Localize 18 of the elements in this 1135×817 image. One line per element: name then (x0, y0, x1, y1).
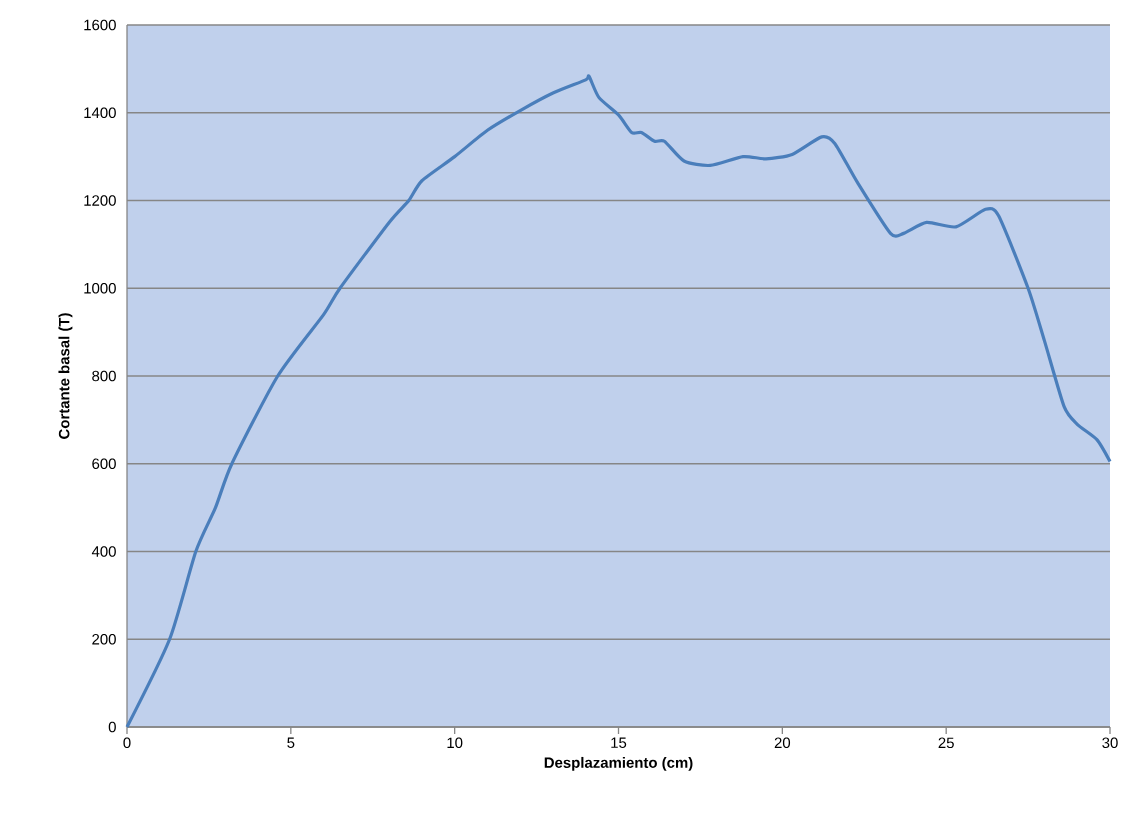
y-tick-label: 1400 (84, 107, 116, 119)
y-tick-label: 1200 (84, 195, 116, 206)
x-tick-label: 5 (287, 737, 295, 748)
y-tick-label: 1000 (84, 282, 116, 294)
y-tick-label: 800 (92, 370, 116, 382)
x-tick-label: 10 (447, 737, 463, 749)
x-axis-title: Desplazamiento (cm) (544, 756, 693, 771)
y-tick-label: 600 (92, 458, 116, 470)
y-tick-label: 400 (91, 546, 116, 557)
y-tick-label: 0 (108, 721, 116, 733)
x-tick-label: 0 (123, 737, 131, 749)
x-tick-label: 15 (611, 737, 627, 748)
x-tick-label: 30 (1102, 737, 1118, 749)
y-axis-title: Cortante basal (T) (58, 313, 73, 439)
y-tick-label: 200 (92, 633, 116, 645)
y-tick-label: 1600 (84, 19, 116, 31)
x-tick-label: 25 (938, 737, 954, 749)
x-tick-label: 20 (774, 737, 791, 749)
